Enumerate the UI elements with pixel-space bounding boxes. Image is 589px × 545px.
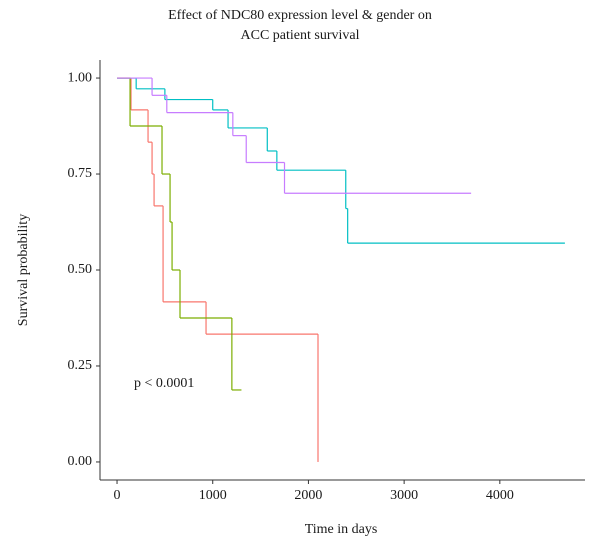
y-axis-label: Survival probability (16, 214, 31, 326)
x-axis-label: Time in days (305, 522, 378, 537)
x-tick-label: 3000 (390, 488, 418, 503)
y-tick-label: 0.50 (68, 262, 93, 277)
y-tick-label: 0.25 (68, 358, 93, 373)
chart-title: ACC patient survival (241, 28, 360, 43)
x-tick-label: 1000 (199, 488, 227, 503)
x-tick-label: 0 (114, 488, 121, 503)
x-tick-label: 4000 (486, 488, 514, 503)
p-value-annotation: p < 0.0001 (134, 376, 194, 391)
y-tick-label: 0.75 (68, 166, 93, 181)
chart-title: Effect of NDC80 expression level & gende… (168, 8, 432, 23)
x-tick-label: 2000 (294, 488, 322, 503)
y-tick-label: 1.00 (68, 70, 93, 85)
y-tick-label: 0.00 (68, 454, 93, 469)
